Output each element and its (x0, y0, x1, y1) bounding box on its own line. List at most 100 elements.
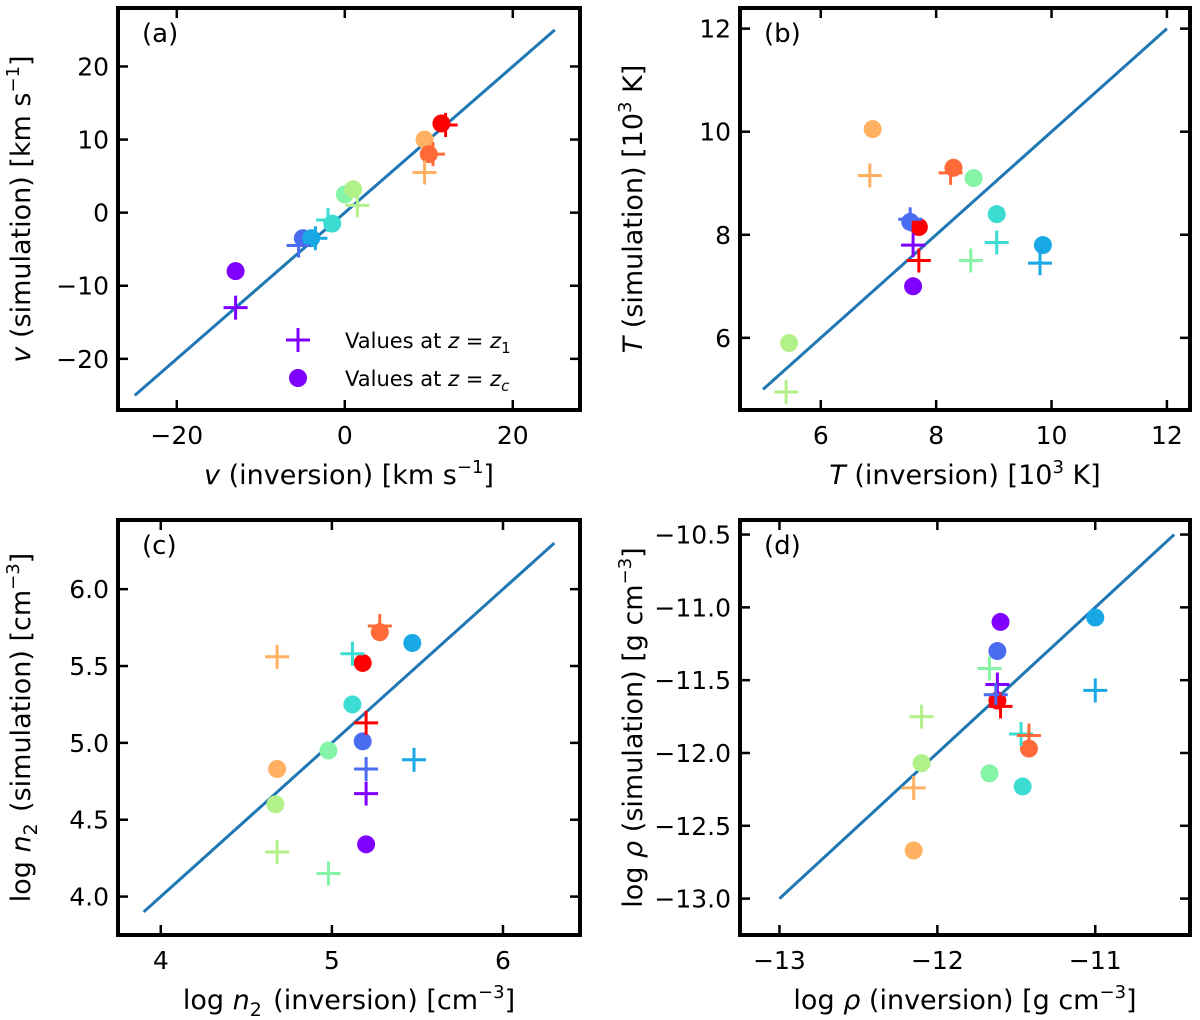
point-z1-5 (316, 861, 341, 886)
y-axis-label: v (simulation) [km s−1] (3, 55, 37, 362)
y-tick-label: 6 (715, 324, 731, 353)
y-tick-label: 4.5 (69, 806, 109, 835)
plot-frame (738, 6, 1192, 412)
point-zc-1 (357, 835, 376, 854)
x-tick-label: −12 (911, 946, 964, 975)
point-z1-3 (1028, 251, 1052, 276)
panel-label: (b) (764, 19, 801, 49)
point-zc-1 (904, 277, 923, 296)
panel-label: (c) (142, 531, 177, 561)
point-z1-4 (340, 641, 365, 666)
point-z1-6 (265, 840, 290, 864)
point-zc-5 (319, 741, 338, 760)
point-z1-7 (857, 163, 882, 188)
plot-frame (738, 518, 1192, 937)
point-zc-4 (987, 205, 1006, 224)
x-tick-label: 10 (1036, 421, 1068, 450)
point-zc-5 (980, 764, 999, 783)
point-zc-3 (403, 633, 422, 652)
point-z1-9 (906, 248, 931, 273)
panel-c: 4 5 6 4.0 4.5 5.0 5.5 6.0 (c) log n2 (inversion) … (3, 518, 582, 1020)
point-zc-1 (991, 612, 1010, 631)
point-zc-4 (323, 214, 342, 233)
point-zc-7 (415, 130, 434, 149)
point-zc-7 (904, 841, 923, 860)
point-z1-5 (345, 193, 370, 218)
y-tick-label: −13.0 (654, 885, 731, 914)
legend-label: Values at z = z1 (345, 329, 511, 357)
point-zc-3 (1086, 608, 1105, 627)
plot-frame (116, 518, 582, 937)
y-tick-label: 8 (715, 221, 731, 250)
legend-circle-icon (289, 369, 307, 387)
identity-line (762, 27, 1168, 391)
x-tick-label: 12 (1151, 421, 1183, 450)
panel-d: −13 −12 −11 −13.0 −12.5 −12.0 −11.5 −11.0 −10.5 (… (615, 518, 1192, 1016)
point-z1-1 (354, 781, 379, 806)
y-tick-label: −11.0 (654, 593, 731, 622)
y-tick-label: 5.5 (69, 652, 109, 681)
legend-label: Values at z = zc (345, 367, 510, 395)
x-tick-label: 0 (337, 421, 353, 450)
point-zc-8 (1019, 739, 1038, 758)
y-axis-label: log n2 (simulation) [cm−3] (3, 553, 42, 902)
point-zc-9 (353, 653, 372, 672)
y-axis-label: T (simulation) [103 K] (615, 65, 649, 354)
panel-a: −20 0 20 −20 −10 0 10 20 (a) v (inversion) [km s−… (3, 6, 582, 491)
point-z1-2 (354, 757, 379, 781)
panel-b: 6 8 10 12 6 8 10 12 (b) T (inversion) [103 K] T (s… (615, 6, 1192, 491)
point-z1-8 (367, 614, 392, 639)
point-zc-6 (266, 795, 285, 814)
x-tick-label: 8 (928, 421, 944, 450)
y-tick-label: 0 (93, 199, 109, 228)
point-z1-5 (977, 656, 1002, 681)
y-tick-label: 4.0 (69, 883, 109, 912)
point-z1-7 (901, 775, 926, 800)
point-z1-2 (983, 682, 1008, 707)
point-zc-2 (353, 732, 372, 751)
point-zc-4 (343, 695, 362, 714)
point-z1-4 (316, 207, 340, 232)
point-z1-4 (984, 230, 1009, 255)
y-tick-label: 10 (699, 118, 731, 147)
point-zc-3 (1033, 236, 1052, 255)
y-tick-label: 20 (77, 52, 109, 81)
x-tick-label: −13 (753, 946, 806, 975)
point-z1-7 (421, 142, 445, 167)
x-tick-label: 20 (497, 421, 529, 450)
point-z1-1 (223, 295, 248, 320)
x-tick-label: 4 (153, 946, 169, 975)
point-z1-2 (286, 233, 311, 258)
point-z1-3 (402, 747, 427, 772)
x-tick-label: 5 (324, 946, 340, 975)
point-zc-6 (912, 754, 931, 773)
x-tick-label: −20 (150, 421, 203, 450)
plot-frame (116, 6, 582, 412)
point-zc-5 (964, 169, 983, 188)
point-z1-7 (265, 644, 290, 669)
point-zc-1 (226, 262, 245, 281)
panel-label: (a) (142, 19, 178, 49)
x-axis-label: log ρ (inversion) [g cm−3] (793, 982, 1136, 1016)
point-z1-6 (909, 704, 934, 729)
y-tick-label: −12.5 (654, 812, 731, 841)
point-zc-6 (780, 334, 799, 352)
point-z1-9 (354, 710, 379, 735)
point-zc-6 (344, 180, 363, 199)
x-tick-label: 6 (495, 946, 511, 975)
y-tick-label: 6.0 (69, 575, 109, 604)
x-axis-label: log n2 (inversion) [cm−3] (183, 982, 515, 1020)
identity-line (778, 533, 1176, 900)
y-tick-label: 12 (699, 15, 731, 44)
y-tick-label: 5.0 (69, 729, 109, 758)
point-z1-3 (303, 226, 328, 251)
y-axis-label: log ρ (simulation) [g cm−3] (615, 547, 649, 907)
point-z1-8 (1016, 723, 1041, 748)
y-tick-label: −11.5 (654, 666, 731, 695)
legend: Values at z = z1 Values at z = zc (286, 328, 511, 395)
x-tick-label: 6 (813, 421, 829, 450)
point-zc-4 (1013, 777, 1032, 796)
identity-line (133, 28, 556, 397)
point-z1-8 (433, 112, 458, 137)
